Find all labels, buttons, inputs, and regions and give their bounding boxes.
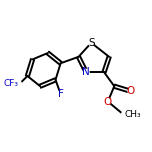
Text: CF₃: CF₃	[3, 79, 19, 88]
Circle shape	[88, 40, 94, 46]
Text: N: N	[82, 67, 90, 77]
Text: O: O	[127, 86, 135, 96]
Circle shape	[58, 91, 63, 97]
Text: O: O	[104, 97, 112, 107]
Text: CH₃: CH₃	[124, 110, 141, 119]
Circle shape	[105, 99, 111, 104]
Circle shape	[83, 69, 89, 75]
Circle shape	[122, 112, 127, 117]
Text: S: S	[88, 38, 95, 48]
Circle shape	[16, 81, 21, 86]
Circle shape	[128, 88, 134, 94]
Text: F: F	[58, 89, 64, 99]
